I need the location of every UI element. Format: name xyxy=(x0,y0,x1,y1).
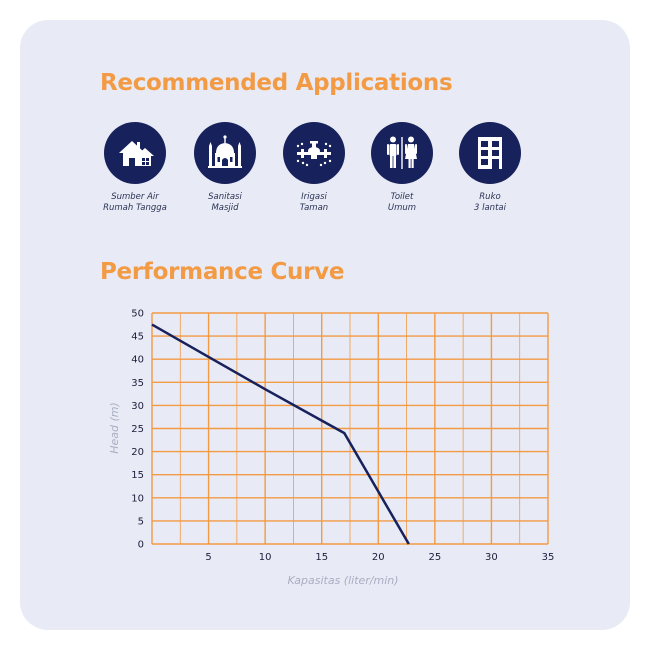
application-item: Ruko 3 lantai xyxy=(440,122,540,213)
x-tick-label: 15 xyxy=(315,552,328,563)
x-tick-label: 10 xyxy=(259,552,272,563)
application-label-line2: Rumah Tangga xyxy=(103,202,167,213)
application-item: Sanitasi Masjid xyxy=(175,122,275,213)
x-tick-label: 25 xyxy=(428,552,441,563)
chart-grid xyxy=(151,312,549,545)
application-label-line2: Umum xyxy=(387,202,417,213)
application-item: Irigasi Taman xyxy=(264,122,364,213)
application-label-line2: 3 lantai xyxy=(474,202,506,213)
application-label-line1: Sanitasi xyxy=(208,192,242,202)
y-tick-label: 15 xyxy=(131,470,144,481)
y-tick-label: 25 xyxy=(131,424,144,435)
application-item: Toilet Umum xyxy=(352,122,452,213)
application-label-line2: Taman xyxy=(299,202,329,213)
y-tick-label: 0 xyxy=(138,540,144,551)
y-tick-label: 30 xyxy=(131,401,144,412)
application-label-line1: Toilet xyxy=(390,192,414,202)
y-tick-label: 50 xyxy=(131,309,144,320)
x-axis-label: Kapasitas (liter/min) xyxy=(287,574,398,587)
y-tick-label: 10 xyxy=(131,493,144,504)
application-item: Sumber Air Rumah Tangga xyxy=(85,122,185,213)
house-icon xyxy=(104,122,166,184)
series-line xyxy=(151,323,410,545)
chart-ticks: 0 5 10 15 20 25 30 35 40 45 50 5 10 15 20 25 30 35 xyxy=(131,309,554,564)
x-tick-label: 20 xyxy=(372,552,385,563)
garden-sprinkler-icon xyxy=(283,122,345,184)
y-tick-label: 5 xyxy=(138,516,144,527)
performance-title: Performance Curve xyxy=(100,259,345,285)
y-tick-label: 45 xyxy=(131,332,144,343)
application-label-line1: Ruko xyxy=(479,192,501,202)
y-tick-label: 40 xyxy=(131,355,144,366)
content-card xyxy=(20,20,630,630)
building-icon xyxy=(459,122,521,184)
application-label-line1: Sumber Air xyxy=(111,192,159,202)
application-label-line2: Masjid xyxy=(211,202,239,213)
application-label-line1: Irigasi xyxy=(301,192,327,202)
restroom-icon xyxy=(371,122,433,184)
mosque-icon xyxy=(194,122,256,184)
y-axis-label: Head (m) xyxy=(108,402,121,454)
y-tick-label: 35 xyxy=(131,378,144,389)
x-tick-label: 5 xyxy=(205,552,211,563)
x-tick-label: 30 xyxy=(485,552,498,563)
y-tick-label: 20 xyxy=(131,447,144,458)
applications-title: Recommended Applications xyxy=(100,70,453,96)
x-tick-label: 35 xyxy=(542,552,555,563)
